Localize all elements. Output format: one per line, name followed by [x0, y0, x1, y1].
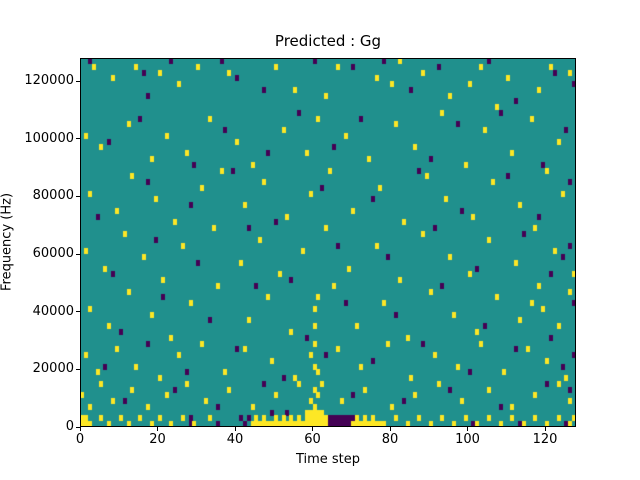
heatmap-canvas — [80, 58, 576, 427]
x-axis-label: Time step — [295, 452, 361, 467]
y-tick-mark — [76, 368, 80, 370]
y-tick-label: 40000 — [32, 303, 74, 319]
x-tick-label: 40 — [226, 432, 244, 447]
x-tick-mark — [157, 427, 158, 431]
x-tick-label: 120 — [532, 432, 558, 447]
x-tick-mark — [389, 427, 391, 431]
x-tick-label: 60 — [304, 432, 321, 447]
x-tick-mark — [312, 427, 313, 431]
y-tick-label: 120000 — [24, 73, 74, 89]
y-tick-mark — [76, 138, 80, 140]
x-tick-mark — [467, 427, 468, 431]
y-tick-label: 80000 — [32, 188, 74, 204]
x-tick-mark — [79, 427, 81, 431]
x-tick-label: 100 — [455, 432, 480, 447]
y-axis-label: Frequency (Hz) — [0, 192, 15, 292]
y-tick-mark — [76, 253, 80, 255]
y-tick-mark — [76, 311, 80, 313]
x-tick-label: 20 — [149, 432, 166, 447]
y-tick-mark — [76, 195, 80, 197]
y-tick-label: 20000 — [32, 361, 74, 377]
x-tick-label: 0 — [75, 432, 85, 447]
y-tick-label: 60000 — [32, 246, 74, 262]
y-tick-label: 100000 — [24, 130, 74, 146]
x-tick-mark — [544, 427, 546, 431]
x-tick-label: 80 — [381, 432, 399, 447]
y-tick-mark — [76, 426, 80, 428]
x-tick-mark — [234, 427, 236, 431]
y-tick-mark — [76, 80, 80, 82]
plot-title: Predicted : Gg — [274, 32, 382, 50]
y-tick-label: 0 — [65, 419, 74, 434]
